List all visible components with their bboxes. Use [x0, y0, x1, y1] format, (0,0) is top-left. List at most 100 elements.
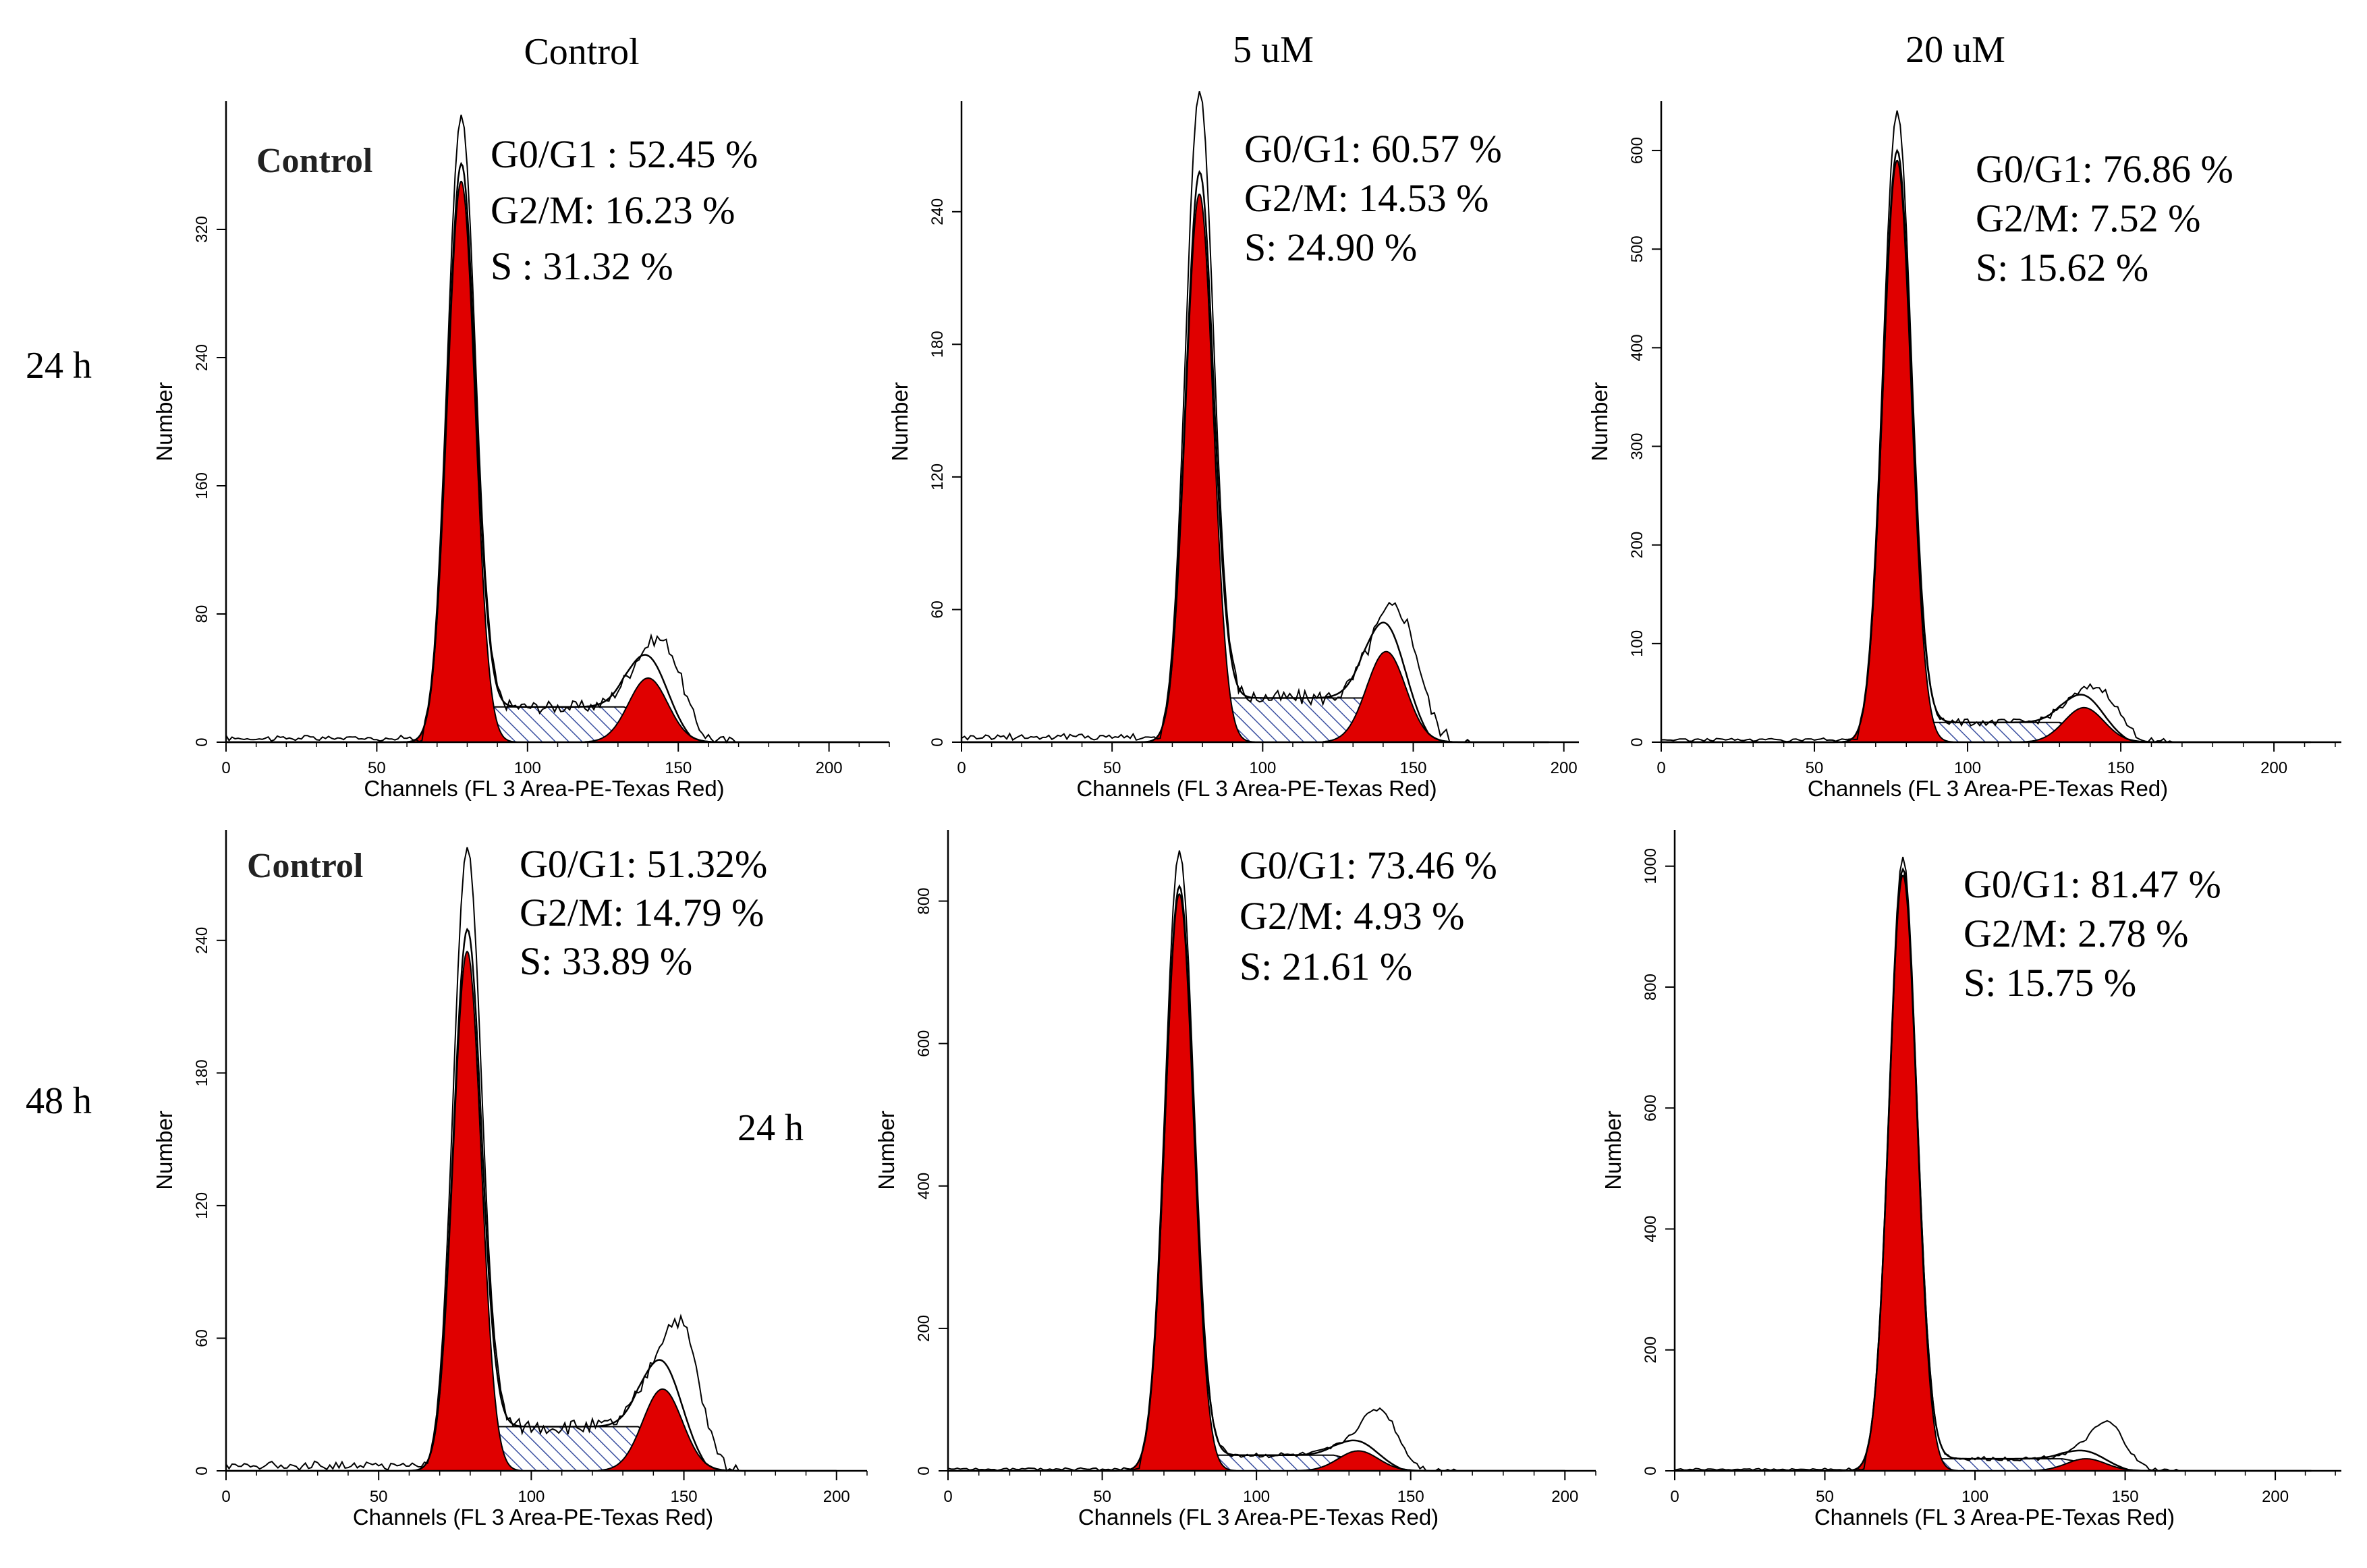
x-tick-label: 100 — [518, 1488, 545, 1506]
phase-annotation: S: 33.89 % — [520, 939, 692, 983]
raw-histogram-trace — [947, 850, 1488, 1472]
y-tick-label: 100 — [1628, 630, 1646, 657]
x-tick-label: 50 — [368, 759, 386, 777]
column-header-control: Control — [524, 31, 639, 73]
x-tick-label: 50 — [1103, 759, 1121, 777]
x-tick-label: 150 — [2107, 759, 2134, 777]
column-header-20um: 20 uM — [1905, 29, 2005, 71]
x-tick-label: 200 — [1551, 1488, 1578, 1506]
y-tick-label: 320 — [193, 216, 211, 243]
histogram-48h-20um: 0 50 100 150 200 0 200 400 600 800 1000 Channels (F… — [1600, 830, 2341, 1530]
y-tick-label: 60 — [928, 600, 947, 619]
x-tick-label: 150 — [671, 1488, 698, 1506]
x-tick-label: 100 — [1243, 1488, 1270, 1506]
y-tick-label: 0 — [193, 737, 211, 746]
y-tick-label: 400 — [1642, 1215, 1660, 1242]
raw-histogram-trace — [225, 114, 754, 744]
x-tick-label: 200 — [823, 1488, 850, 1506]
x-tick-label: 200 — [1551, 759, 1578, 777]
x-tick-label: 0 — [1656, 759, 1665, 777]
fit-curve — [226, 927, 837, 1472]
x-tick-label: 200 — [2260, 759, 2287, 777]
x-axis-label: Channels (FL 3 Area-PE-Texas Red) — [364, 776, 724, 801]
x-axis-label: Channels (FL 3 Area-PE-Texas Red) — [1814, 1505, 2175, 1530]
x-axis-label: Channels (FL 3 Area-PE-Texas Red) — [353, 1505, 713, 1530]
x-tick-label: 200 — [816, 759, 843, 777]
phase-annotation: S : 31.32 % — [491, 244, 673, 288]
x-axis-label: Channels (FL 3 Area-PE-Texas Red) — [1808, 776, 2168, 801]
x-tick-label: 50 — [1093, 1488, 1111, 1506]
column-header-5um: 5 uM — [1233, 29, 1314, 71]
phase-annotation: S: 15.75 % — [1964, 961, 2136, 1005]
y-tick-label: 180 — [928, 331, 947, 358]
y-axis-label: Number — [1600, 1111, 1625, 1189]
x-tick-label: 0 — [1670, 1488, 1679, 1506]
x-tick-label: 150 — [1399, 759, 1426, 777]
x-tick-label: 150 — [665, 759, 692, 777]
y-tick-label: 240 — [193, 927, 211, 954]
panel-title: Control — [247, 847, 363, 885]
phase-annotation: G2/M: 7.52 % — [1976, 196, 2201, 240]
x-tick-label: 0 — [221, 1488, 230, 1506]
y-tick-label: 160 — [193, 472, 211, 499]
y-tick-label: 400 — [1628, 334, 1646, 361]
histogram-24h-control: 0 50 100 150 200 0 80 160 240 320 Channels (FL 3 A… — [152, 101, 890, 801]
y-tick-label: 400 — [915, 1173, 933, 1200]
y-tick-label: 240 — [928, 198, 947, 225]
x-tick-label: 100 — [1961, 1488, 1988, 1506]
y-tick-label: 600 — [1642, 1094, 1660, 1121]
phase-annotation: G0/G1: 51.32% — [520, 842, 767, 886]
raw-histogram-trace — [1674, 856, 2200, 1472]
y-tick-label: 300 — [1628, 433, 1646, 460]
y-tick-label: 600 — [1628, 137, 1646, 164]
phase-annotation: G0/G1: 76.86 % — [1976, 147, 2233, 191]
x-tick-label: 50 — [1816, 1488, 1834, 1506]
x-tick-label: 200 — [2262, 1488, 2289, 1506]
phase-annotation: S: 21.61 % — [1240, 945, 1412, 988]
phase-annotation: G2/M: 4.93 % — [1240, 894, 1465, 938]
y-tick-label: 0 — [1628, 737, 1646, 746]
phase-annotation: G2/M: 2.78 % — [1964, 912, 2189, 955]
y-tick-label: 600 — [915, 1030, 933, 1057]
phase-annotation: G0/G1 : 52.45 % — [491, 132, 758, 176]
panel-title: Control — [256, 142, 372, 180]
fit-curve — [1675, 867, 2312, 1472]
y-tick-label: 800 — [915, 888, 933, 915]
histogram-24h-5um: 0 50 100 150 200 0 60 120 180 240 Channels (FL 3 A… — [887, 91, 1579, 801]
y-tick-label: 60 — [193, 1329, 211, 1347]
stray-time-label: 24 h — [737, 1107, 804, 1149]
phase-annotation: G0/G1: 81.47 % — [1964, 862, 2221, 906]
y-axis-label: Number — [874, 1111, 899, 1189]
x-tick-label: 0 — [221, 759, 230, 777]
y-tick-label: 80 — [193, 605, 211, 623]
g0-g1-peak — [410, 951, 524, 1472]
y-tick-label: 180 — [193, 1059, 211, 1086]
histogram-48h-control: 0 50 100 150 200 0 60 120 180 240 Channels (FL 3 A… — [152, 830, 868, 1530]
y-axis-label: Number — [887, 382, 912, 461]
y-tick-label: 0 — [928, 737, 947, 746]
y-tick-label: 200 — [1642, 1337, 1660, 1364]
raw-histogram-trace — [1661, 110, 2198, 744]
x-tick-label: 50 — [370, 1488, 388, 1506]
y-tick-label: 120 — [193, 1192, 211, 1219]
row-label-48h: 48 h — [26, 1080, 92, 1122]
phase-annotation: G2/M: 14.53 % — [1244, 176, 1489, 220]
phase-annotation: G2/M: 16.23 % — [491, 188, 735, 232]
x-tick-label: 100 — [1249, 759, 1276, 777]
raw-histogram-trace — [961, 91, 1489, 743]
y-axis-label: Number — [152, 1111, 177, 1189]
row-label-24h: 24 h — [26, 345, 92, 387]
x-tick-label: 150 — [1397, 1488, 1424, 1506]
y-tick-label: 800 — [1642, 974, 1660, 1001]
x-tick-label: 150 — [2112, 1488, 2139, 1506]
y-tick-label: 120 — [928, 464, 947, 491]
y-tick-label: 200 — [915, 1315, 933, 1342]
y-tick-label: 1000 — [1642, 848, 1660, 884]
histogram-48h-5um: 0 50 100 150 200 0 200 400 600 800 Channels (FL 3 … — [874, 830, 1596, 1530]
g0-g1-peak — [1121, 893, 1236, 1472]
x-axis-label: Channels (FL 3 Area-PE-Texas Red) — [1078, 1505, 1439, 1530]
y-axis-label: Number — [152, 382, 177, 461]
histogram-24h-20um: 0 50 100 150 200 0 100 200 300 400 500 600 Channels … — [1587, 101, 2341, 801]
phase-annotation: G0/G1: 73.46 % — [1240, 843, 1497, 887]
